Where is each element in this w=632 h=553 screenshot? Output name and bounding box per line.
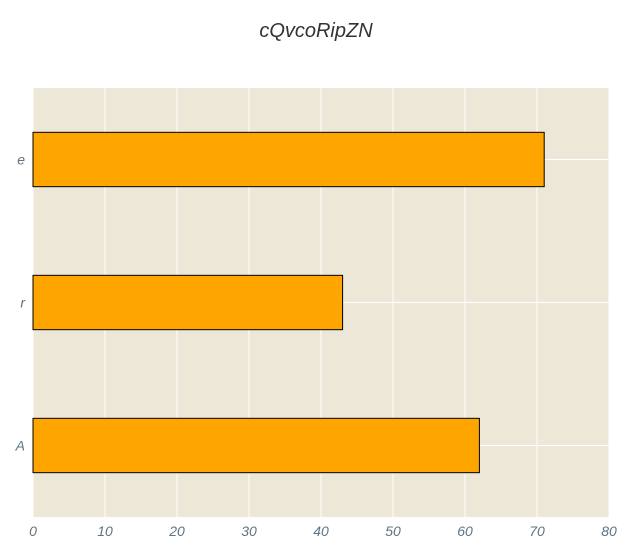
x-tick-label: 40 <box>313 523 329 539</box>
chart-title: cQvcoRipZN <box>259 20 373 42</box>
y-axis-ticks: Ar e <box>15 152 27 454</box>
x-axis-ticks: 0 10 20 30 40 50 60 70 80 <box>29 523 617 539</box>
y-tick-label: e <box>17 152 25 168</box>
bar-e <box>32 131 545 188</box>
x-tick-label: 50 <box>385 523 401 539</box>
x-tick-label: 0 <box>29 523 37 539</box>
y-tick-label: A <box>15 438 25 454</box>
x-tick-label: 20 <box>168 523 185 539</box>
x-tick-label: 70 <box>529 523 545 539</box>
y-tick-label: r <box>20 295 26 311</box>
bars <box>32 131 545 474</box>
bar-A <box>32 417 480 474</box>
x-tick-label: 60 <box>457 523 473 539</box>
bar-r <box>32 274 344 331</box>
x-tick-label: 10 <box>97 523 113 539</box>
x-tick-label: 80 <box>601 523 617 539</box>
x-tick-label: 30 <box>241 523 257 539</box>
